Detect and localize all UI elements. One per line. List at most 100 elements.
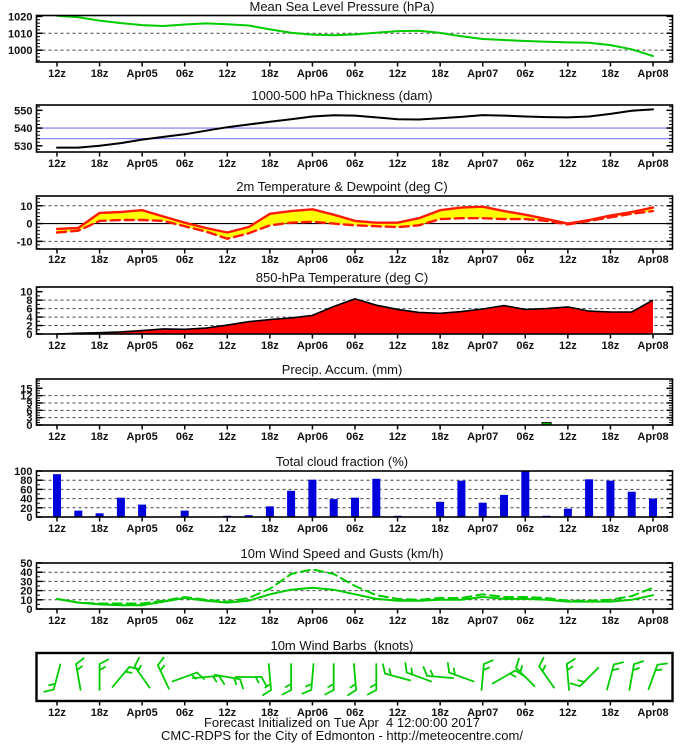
tick-label: 4 (26, 312, 33, 324)
tick-label: 12z (389, 523, 407, 535)
tick-label: 18z (261, 340, 279, 352)
barb-staff (310, 663, 315, 691)
tick-label: Apr06 (297, 68, 328, 80)
tick-label: 06z (176, 340, 194, 352)
tick-label: Apr07 (467, 707, 498, 719)
tick-label: 18z (261, 431, 279, 443)
tick-label: 18z (91, 707, 109, 719)
cloud-bar (138, 504, 147, 517)
barb-staff (628, 663, 635, 691)
tick-label: 0 (26, 329, 32, 341)
tick-label: Apr08 (637, 431, 668, 443)
tick-label: 20 (20, 586, 32, 598)
barb-feather-half (305, 683, 313, 688)
cloud-bar (180, 510, 189, 517)
barb-feather-full (262, 689, 272, 697)
tick-label: 6 (26, 405, 32, 417)
tick-label: Apr08 (637, 68, 668, 80)
cloud-bar (329, 499, 338, 517)
wind-barb (606, 661, 625, 691)
tick-label: Apr06 (297, 254, 328, 266)
barb-feather-half (233, 677, 238, 686)
tick-label: 06z (176, 158, 194, 170)
cloud-bar (265, 506, 274, 517)
cloud-bar (627, 491, 636, 517)
barb-feather-half (48, 682, 57, 687)
wind-barb (422, 666, 454, 680)
tick-label: 12z (218, 615, 236, 627)
tick-label: Apr08 (637, 615, 668, 627)
barb-feather-half (349, 683, 357, 689)
tick-label: 18z (602, 707, 620, 719)
tick-label: 12z (389, 340, 407, 352)
tick-label: 12z (48, 68, 66, 80)
tick-label: 18z (431, 615, 449, 627)
panel-1: 530 540 550 12z 18z Apr05 06z 12z 18z Apr06 06z 12z… (14, 104, 674, 170)
barb-feather-full (569, 682, 581, 688)
barb-staff (213, 673, 242, 681)
tick-label: 18z (602, 158, 620, 170)
tick-label: 10 (20, 201, 32, 213)
barb-feather-full (422, 666, 429, 677)
tick-label: 12z (48, 615, 66, 627)
tick-label: 18z (261, 158, 279, 170)
barb-feather-full (43, 688, 55, 693)
panel-0: 1000 1010 1020 12z 18z Apr05 06z 12z 18z Apr06 06z… (8, 11, 674, 80)
tick-label: 12z (48, 707, 66, 719)
tick-label: 06z (176, 68, 194, 80)
panel-title-thickness: 1000-500 hPa Thickness (dam) (251, 88, 433, 103)
tick-label: 06z (346, 254, 364, 266)
cloud-bar (649, 498, 657, 517)
barb-staff (426, 674, 454, 680)
barb-feather-full (75, 657, 85, 666)
tick-label: 06z (346, 615, 364, 627)
barb-staff (192, 674, 220, 680)
barb-staff (171, 671, 198, 683)
barb-feather-half (410, 667, 414, 676)
wind-barb (234, 676, 268, 687)
tick-label: 1020 (8, 11, 32, 23)
barb-feather-full (446, 662, 451, 674)
tick-label: 06z (346, 340, 364, 352)
cloud-bar (74, 510, 83, 517)
barb-feather-full (404, 662, 408, 674)
wind-barb (347, 663, 358, 697)
tick-label: 2 (26, 321, 32, 333)
barb-feather-half (284, 683, 293, 688)
tick-label: 18z (431, 707, 449, 719)
tick-label: 18z (431, 431, 449, 443)
wind-barb (366, 663, 378, 696)
tick-label: Apr06 (297, 431, 328, 443)
tick-label: Apr07 (467, 615, 498, 627)
tick-label: 18z (602, 68, 620, 80)
barb-feather-full (196, 671, 205, 680)
wind-barb (301, 663, 315, 695)
tick-label: 12z (218, 707, 236, 719)
panel-title-precip: Precip. Accum. (mm) (281, 362, 403, 377)
tick-label: 12z (48, 431, 66, 443)
barb-feather-half (541, 664, 547, 673)
tick-label: 18z (602, 340, 620, 352)
tick-label: 18z (602, 615, 620, 627)
wind-barb (133, 656, 151, 689)
barb-feather-half (76, 665, 83, 672)
barb-feather-full (98, 658, 109, 665)
tick-label: 12z (218, 254, 236, 266)
tick-label: Apr05 (127, 340, 158, 352)
tick-label: 0 (26, 420, 32, 432)
tick-label: 12z (48, 340, 66, 352)
tick-label: 12z (389, 615, 407, 627)
tick-label: 06z (346, 523, 364, 535)
tick-label: Apr05 (127, 431, 158, 443)
tick-label: 12z (218, 68, 236, 80)
panel-title-cloud: Total cloud fraction (%) (275, 454, 409, 469)
barb-staff (352, 663, 358, 691)
tick-label: Apr06 (297, 158, 328, 170)
tick-label: 06z (176, 431, 194, 443)
tick-label: 06z (516, 254, 534, 266)
panel-title-temp-dew: 2m Temperature & Dewpoint (deg C) (236, 179, 448, 194)
tick-label: 18z (431, 68, 449, 80)
tick-label: 12z (218, 431, 236, 443)
